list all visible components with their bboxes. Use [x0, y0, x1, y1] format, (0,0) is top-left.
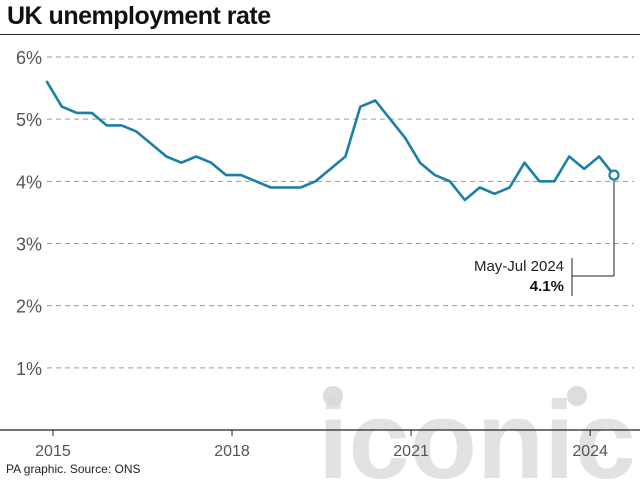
- x-tick-label: 2024: [572, 443, 608, 460]
- series-line: [45, 80, 616, 202]
- chart-title: UK unemployment rate: [7, 2, 271, 30]
- x-tick-label: 2018: [214, 443, 250, 460]
- y-axis-labels: 1% 2% 3% 4% 5% 6%: [16, 48, 42, 379]
- y-tick-label: 6%: [16, 48, 42, 68]
- y-tick-label: 3%: [16, 235, 42, 255]
- title-divider: [0, 34, 640, 35]
- x-tick-label: 2021: [393, 443, 429, 460]
- watermark-dot: [567, 386, 587, 406]
- chart-gridlines: [47, 56, 634, 369]
- x-axis: 2015 2018 2021 2024: [0, 429, 640, 460]
- watermark-text: iconic: [318, 379, 636, 484]
- callout-leader: [571, 181, 615, 296]
- watermark-dot: [323, 386, 343, 406]
- highlight-marker: [608, 169, 620, 181]
- y-tick-label: 2%: [16, 297, 42, 317]
- y-tick-label: 1%: [16, 359, 42, 379]
- y-tick-label: 5%: [16, 110, 42, 130]
- y-tick-label: 4%: [16, 172, 42, 192]
- watermark-logo: iconic: [318, 379, 636, 484]
- callout-period-label: May-Jul 2024: [473, 258, 564, 275]
- x-tick-label: 2015: [35, 443, 71, 460]
- chart-series: [45, 80, 620, 202]
- callout-value-label: 4.1%: [529, 278, 564, 295]
- source-note: PA graphic. Source: ONS: [6, 462, 141, 476]
